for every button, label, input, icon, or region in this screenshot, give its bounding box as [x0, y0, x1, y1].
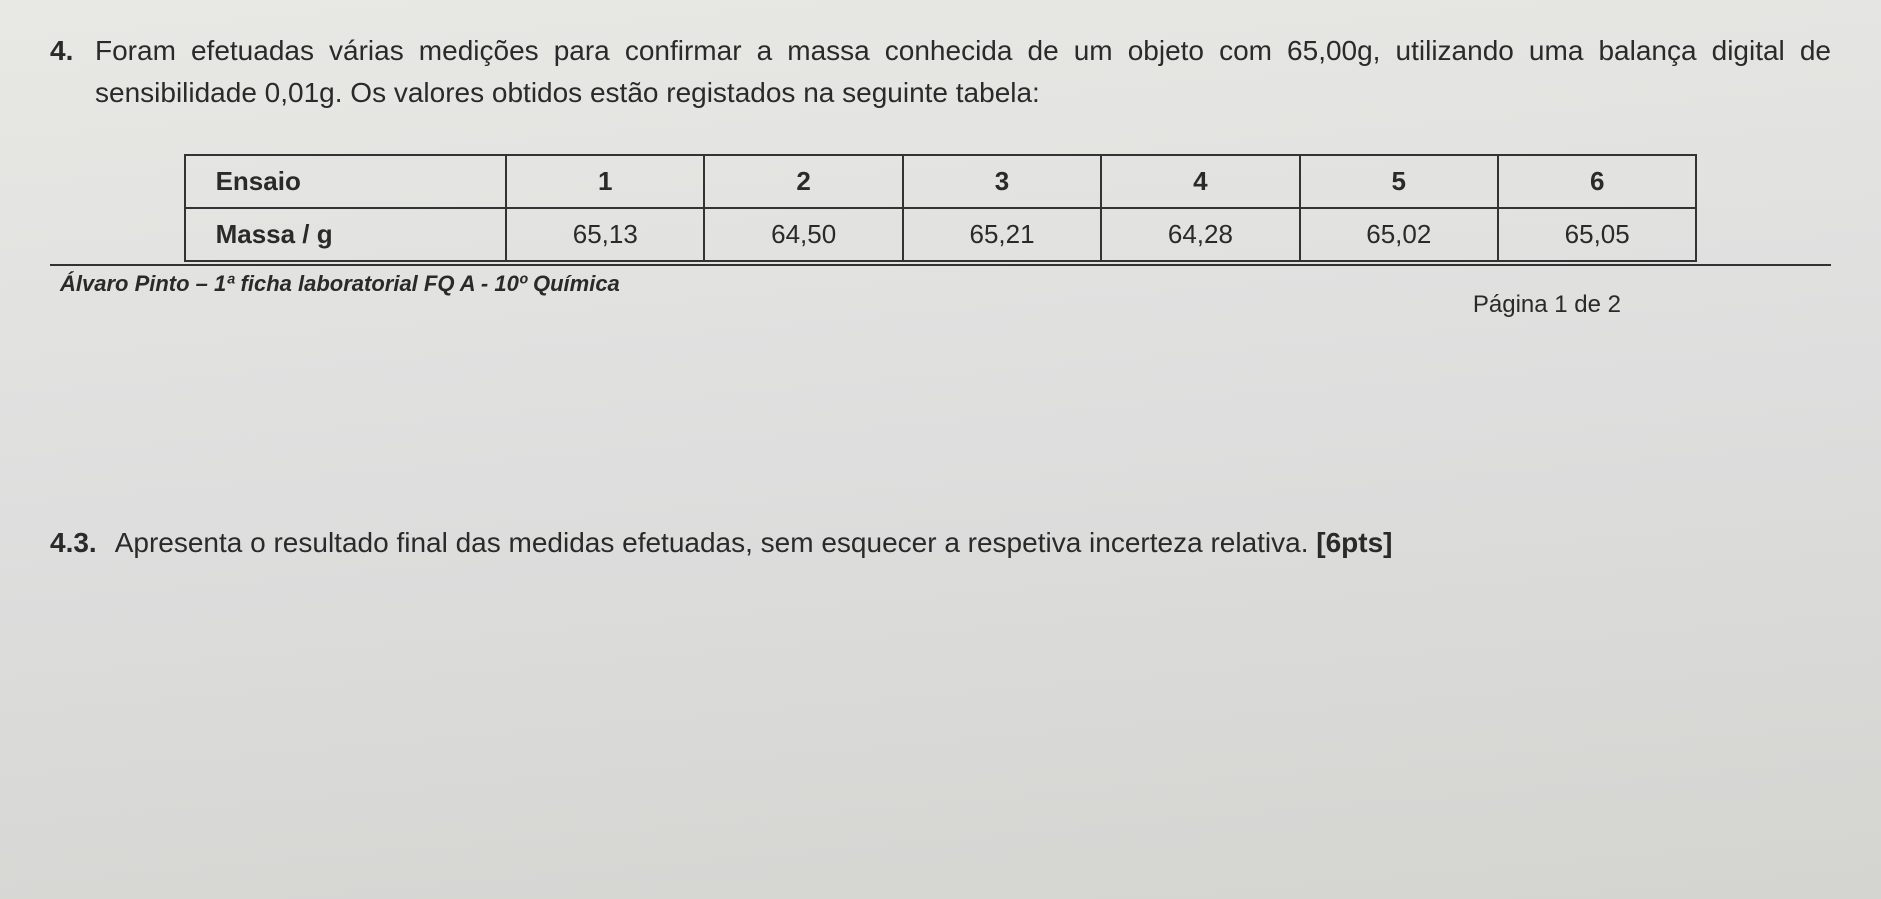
sub-question-number: 4.3. [50, 519, 97, 567]
question-block: 4. Foram efetuadas várias medições para … [50, 30, 1831, 319]
table-header-cell: Ensaio [185, 155, 507, 208]
sub-question-text: Apresenta o resultado final das medidas … [115, 519, 1831, 567]
table-cell: Massa / g [185, 208, 507, 261]
table-container: Ensaio 1 2 3 4 5 6 Massa / g 65,13 64,50… [50, 154, 1831, 262]
table-header-cell: 5 [1300, 155, 1498, 208]
footer-left-text: Álvaro Pinto – 1ª ficha laboratorial FQ … [60, 271, 620, 297]
table-cell: 65,21 [903, 208, 1101, 261]
question-header: 4. Foram efetuadas várias medições para … [50, 30, 1831, 114]
table-row: Massa / g 65,13 64,50 65,21 64,28 65,02 … [185, 208, 1697, 261]
question-number: 4. [50, 30, 80, 72]
table-cell: 65,05 [1498, 208, 1696, 261]
sub-question-block: 4.3. Apresenta o resultado final das med… [50, 519, 1831, 567]
data-table: Ensaio 1 2 3 4 5 6 Massa / g 65,13 64,50… [184, 154, 1698, 262]
table-header-cell: 1 [506, 155, 704, 208]
footer-right-text: Página 1 de 2 [1473, 271, 1821, 319]
table-cell: 64,50 [704, 208, 902, 261]
page-footer: Álvaro Pinto – 1ª ficha laboratorial FQ … [50, 264, 1831, 319]
table-header-cell: 4 [1101, 155, 1299, 208]
sub-question-body: Apresenta o resultado final das medidas … [115, 527, 1317, 558]
question-text: Foram efetuadas várias medições para con… [95, 30, 1831, 114]
table-header-cell: 3 [903, 155, 1101, 208]
table-cell: 65,02 [1300, 208, 1498, 261]
table-header-cell: 6 [1498, 155, 1696, 208]
table-header-row: Ensaio 1 2 3 4 5 6 [185, 155, 1697, 208]
table-cell: 65,13 [506, 208, 704, 261]
table-header-cell: 2 [704, 155, 902, 208]
sub-question-points: [6pts] [1316, 527, 1392, 558]
table-cell: 64,28 [1101, 208, 1299, 261]
